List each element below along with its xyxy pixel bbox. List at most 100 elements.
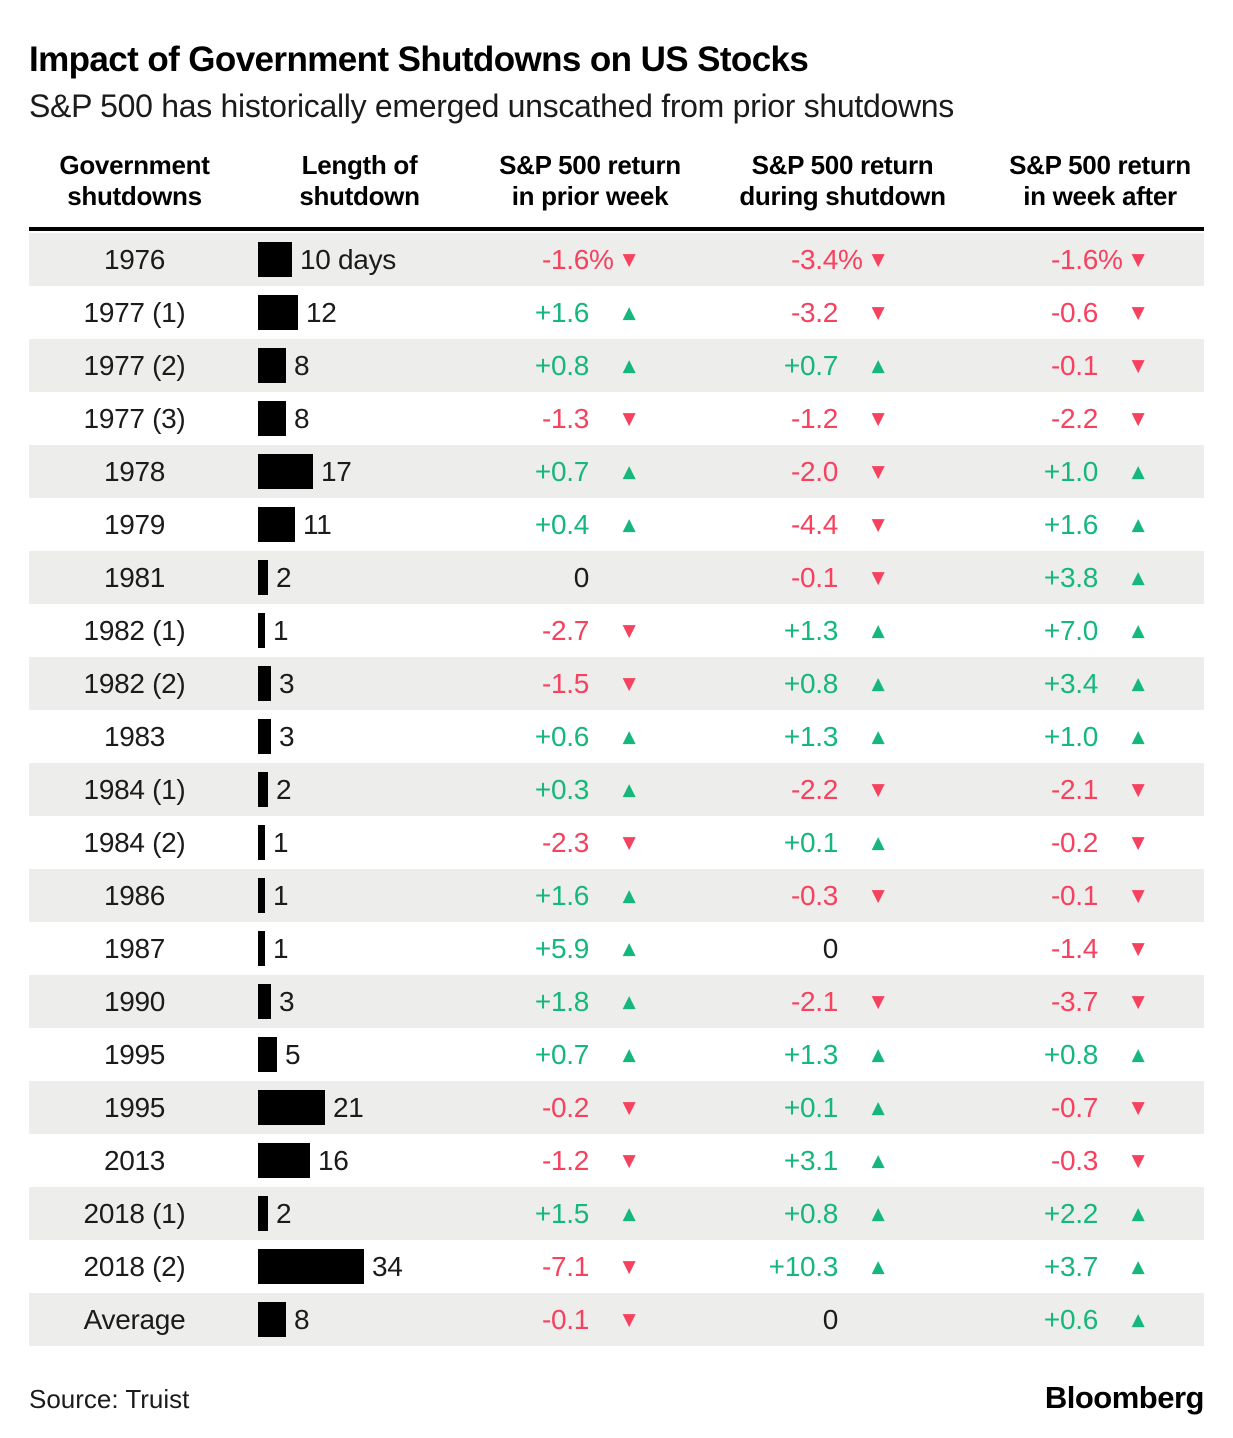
return-value: +3.1 <box>783 1144 838 1176</box>
up-arrow-icon: ▲ <box>871 1203 885 1224</box>
return-value: +1.6 <box>1043 508 1098 540</box>
length-label: 2 <box>276 561 292 593</box>
length-cell: 12 <box>240 286 465 339</box>
return-week-after-cell: -1.4 ▼ <box>970 922 1204 975</box>
return-prior-week-cell: -1.5 ▼ <box>465 657 715 710</box>
up-arrow-icon: ▲ <box>871 1044 885 1065</box>
length-cell: 2 <box>240 1187 465 1240</box>
up-arrow-icon: ▲ <box>622 1203 636 1224</box>
length-bar <box>258 772 268 807</box>
return-value: +0.8 <box>534 349 589 381</box>
column-header-line: shutdown <box>299 181 420 211</box>
return-value: -2.3 <box>541 826 589 858</box>
down-arrow-icon: ▼ <box>1131 991 1145 1012</box>
down-arrow-icon: ▼ <box>622 673 636 694</box>
length-label: 21 <box>333 1091 364 1123</box>
column-header-line: Government <box>59 150 210 180</box>
up-arrow-icon: ▲ <box>622 514 636 535</box>
down-arrow-icon: ▼ <box>871 567 885 588</box>
return-week-after-cell: +1.0 ▲ <box>970 710 1204 763</box>
chart-subtitle: S&P 500 has historically emerged unscath… <box>29 88 955 124</box>
down-arrow-icon: ▼ <box>1131 779 1145 800</box>
return-week-after-cell: -0.1 ▼ <box>970 339 1204 392</box>
return-value: +1.3 <box>783 720 838 752</box>
return-week-after-cell: -0.3 ▼ <box>970 1134 1204 1187</box>
return-prior-week-cell: -0.1 ▼ <box>465 1293 715 1346</box>
return-week-after-cell: -0.6 ▼ <box>970 286 1204 339</box>
shutdown-year: 1978 <box>103 455 166 487</box>
return-value: +3.8 <box>1043 561 1098 593</box>
return-during-shutdown-cell: -2.2 ▼ <box>715 763 970 816</box>
return-value: +2.2 <box>1043 1197 1098 1229</box>
up-arrow-icon: ▲ <box>1131 1309 1145 1330</box>
return-value: -0.2 <box>1050 826 1098 858</box>
length-bar <box>258 348 286 383</box>
return-value: +0.7 <box>783 349 838 381</box>
length-label: 8 <box>294 402 310 434</box>
return-value: -2.1 <box>790 985 838 1017</box>
length-cell: 8 <box>240 392 465 445</box>
return-value: +0.8 <box>1043 1038 1098 1070</box>
return-value: -0.3 <box>790 879 838 911</box>
length-bar <box>258 613 265 648</box>
down-arrow-icon: ▼ <box>622 1256 636 1277</box>
return-value: -0.1 <box>1050 879 1098 911</box>
return-value: +1.3 <box>783 614 838 646</box>
return-week-after-cell: +7.0 ▲ <box>970 604 1204 657</box>
up-arrow-icon: ▲ <box>1131 1256 1145 1277</box>
up-arrow-icon: ▲ <box>622 461 636 482</box>
length-bar <box>258 560 268 595</box>
shutdown-year: 1982 (2) <box>83 667 186 699</box>
length-bar <box>258 666 271 701</box>
return-week-after-cell: +3.4 ▲ <box>970 657 1204 710</box>
return-value: +0.1 <box>783 826 838 858</box>
table-row: 1977 (1) 12 +1.6 ▲ -3.2 ▼ -0.6 ▼ <box>29 286 1204 339</box>
length-cell: 3 <box>240 657 465 710</box>
column-header-line: Length of <box>301 150 418 180</box>
return-value: -1.2 <box>541 1144 589 1176</box>
return-value: +0.7 <box>534 1038 589 1070</box>
table-row: 1982 (1) 1 -2.7 ▼ +1.3 ▲ +7.0 ▲ <box>29 604 1204 657</box>
percent-sign: % <box>589 243 614 275</box>
return-value: -1.5 <box>541 667 589 699</box>
column-header-line: S&P 500 return <box>751 150 934 180</box>
return-value: +0.6 <box>1043 1303 1098 1335</box>
return-prior-week-cell: -1.2 ▼ <box>465 1134 715 1187</box>
table-row: Average 8 -0.1 ▼ 0 +0.6 ▲ <box>29 1293 1204 1346</box>
return-prior-week-cell: -2.3 ▼ <box>465 816 715 869</box>
return-prior-week-cell: -1.3 ▼ <box>465 392 715 445</box>
down-arrow-icon: ▼ <box>871 249 885 270</box>
length-cell: 1 <box>240 869 465 922</box>
return-value: -1.4 <box>1050 932 1098 964</box>
return-value: +0.8 <box>783 667 838 699</box>
shutdown-year: 1995 <box>103 1038 166 1070</box>
table-row: 1983 3 +0.6 ▲ +1.3 ▲ +1.0 ▲ <box>29 710 1204 763</box>
length-cell: 34 <box>240 1240 465 1293</box>
table-row: 1977 (2) 8 +0.8 ▲ +0.7 ▲ -0.1 ▼ <box>29 339 1204 392</box>
length-cell: 10 days <box>240 233 465 286</box>
return-prior-week-cell: +0.7 ▲ <box>465 1028 715 1081</box>
down-arrow-icon: ▼ <box>1131 885 1145 906</box>
shutdown-year: 2013 <box>103 1144 166 1176</box>
length-label: 3 <box>279 720 295 752</box>
up-arrow-icon: ▲ <box>1131 673 1145 694</box>
length-label: 2 <box>276 773 292 805</box>
return-value: -2.0 <box>790 455 838 487</box>
header-rule <box>29 227 1204 231</box>
up-arrow-icon: ▲ <box>622 302 636 323</box>
length-label: 17 <box>321 455 352 487</box>
down-arrow-icon: ▼ <box>622 1309 636 1330</box>
length-cell: 3 <box>240 975 465 1028</box>
length-cell: 5 <box>240 1028 465 1081</box>
return-value: +0.3 <box>534 773 589 805</box>
column-header-line: in week after <box>1023 181 1177 211</box>
return-value: -0.1 <box>790 561 838 593</box>
return-week-after-cell: -3.7 ▼ <box>970 975 1204 1028</box>
return-value: +10.3 <box>768 1250 839 1282</box>
return-value: -3.4 <box>790 243 838 275</box>
length-bar <box>258 1302 286 1337</box>
return-value: -4.4 <box>790 508 838 540</box>
shutdown-year: 2018 (2) <box>83 1250 186 1282</box>
return-value: -0.2 <box>541 1091 589 1123</box>
length-bar <box>258 719 271 754</box>
